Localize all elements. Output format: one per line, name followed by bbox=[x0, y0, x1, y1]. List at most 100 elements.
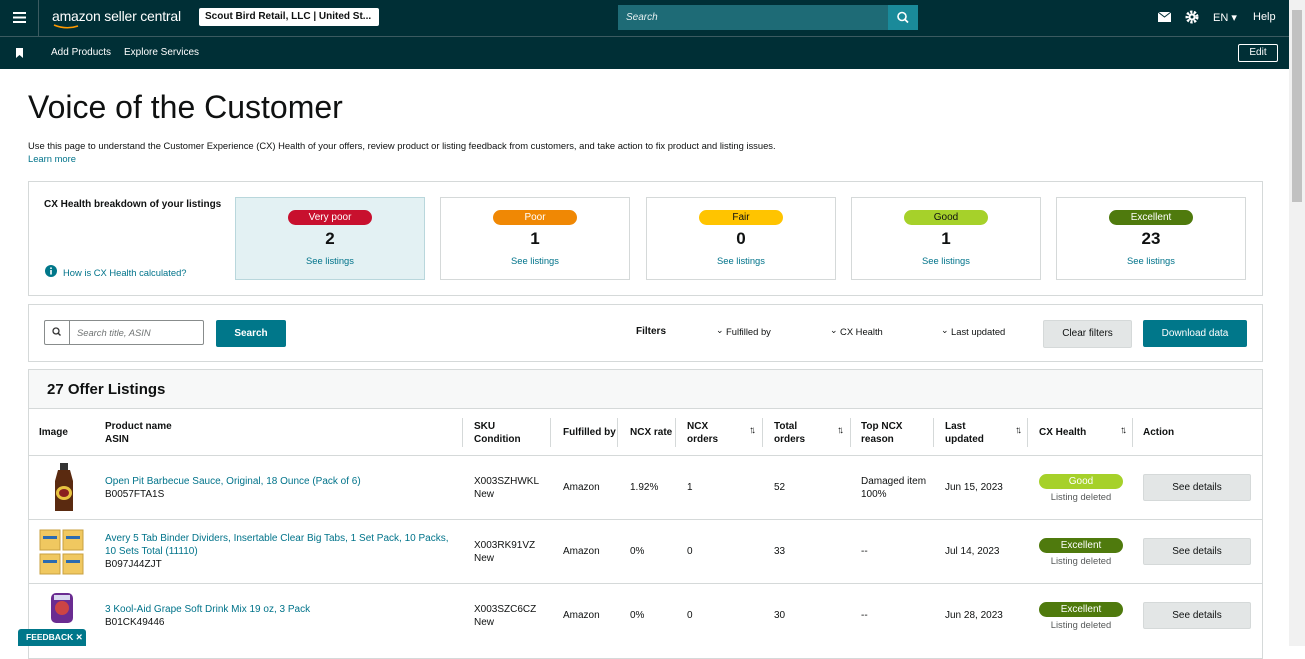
logo[interactable]: amazon seller central bbox=[52, 8, 181, 24]
total-orders-cell: 33 bbox=[774, 520, 785, 583]
cx-card[interactable]: Very poor 2 See listings bbox=[235, 197, 425, 280]
fulfilled-by: Amazon bbox=[563, 610, 600, 621]
see-details[interactable]: See details bbox=[1143, 474, 1251, 501]
header-text: CX Health bbox=[1039, 427, 1087, 438]
nav-item[interactable]: Add Products bbox=[51, 47, 112, 58]
health-pill: Excellent bbox=[1039, 602, 1123, 617]
sku: X003SZC6CZ bbox=[474, 603, 537, 615]
see-details[interactable]: See details bbox=[1143, 602, 1251, 629]
search-button[interactable] bbox=[888, 5, 918, 30]
sort-icon[interactable]: ↑↓ bbox=[837, 425, 844, 436]
cx-count: 1 bbox=[941, 229, 951, 248]
total-orders: 30 bbox=[774, 610, 786, 621]
see-listings[interactable]: See listings bbox=[306, 255, 354, 266]
condition: New bbox=[474, 616, 495, 628]
cx-card[interactable]: Good 1 See listings bbox=[851, 197, 1041, 280]
fulfilled-cell: Amazon bbox=[563, 520, 600, 583]
column-separator bbox=[550, 418, 551, 447]
filter-dropdown[interactable]: ⌄ Last updated bbox=[941, 325, 1006, 337]
see-details[interactable]: See details bbox=[1143, 538, 1251, 565]
sku-cell: X003RK91VZ New bbox=[474, 520, 535, 583]
menu-icon[interactable] bbox=[13, 12, 26, 23]
search-placeholder: Search title, ASIN bbox=[77, 327, 151, 338]
header-text: Total bbox=[774, 420, 798, 432]
clear-filters[interactable]: Clear filters bbox=[1043, 320, 1132, 348]
settings-icon[interactable] bbox=[1185, 10, 1199, 24]
feedback-tab[interactable]: FEEDBACK ✕ bbox=[18, 629, 86, 646]
cx-card[interactable]: Poor 1 See listings bbox=[440, 197, 630, 280]
bookmark-icon[interactable] bbox=[16, 48, 24, 58]
top-bar: amazon seller central Scout Bird Retail,… bbox=[0, 0, 1289, 36]
reason: -- bbox=[861, 610, 868, 621]
see-listings[interactable]: See listings bbox=[922, 255, 970, 266]
product-cell: Open Pit Barbecue Sauce, Original, 18 Ou… bbox=[105, 456, 450, 519]
condition: New bbox=[474, 552, 495, 564]
filter-dropdown[interactable]: ⌄ CX Health bbox=[830, 325, 883, 337]
ncx-rate: 1.92% bbox=[630, 482, 659, 493]
total-orders: 52 bbox=[774, 482, 786, 493]
header-text: NCX rate bbox=[630, 427, 673, 438]
product-link[interactable]: 3 Kool-Aid Grape Soft Drink Mix 19 oz, 3… bbox=[105, 603, 311, 615]
last-updated: Jun 28, 2023 bbox=[945, 610, 1003, 621]
dropdown-label: Last updated bbox=[951, 326, 1006, 337]
search-input[interactable]: Search bbox=[618, 5, 888, 30]
cx-pill: Fair bbox=[699, 210, 783, 225]
nav-item[interactable]: Explore Services bbox=[124, 47, 200, 58]
see-listings[interactable]: See listings bbox=[1127, 255, 1175, 266]
header-text: Product name bbox=[105, 420, 172, 432]
feedback-label: FEEDBACK bbox=[26, 632, 74, 642]
edit-button[interactable]: Edit bbox=[1238, 44, 1278, 62]
sort-icon[interactable]: ↑↓ bbox=[1015, 425, 1022, 436]
filter-panel: Search title, ASIN Search Filters ⌄ Fulf… bbox=[28, 304, 1263, 362]
product-link[interactable]: Avery 5 Tab Binder Dividers, Insertable … bbox=[105, 533, 449, 557]
fulfilled-cell: Amazon bbox=[563, 456, 600, 519]
column-header: Total orders bbox=[774, 410, 805, 455]
table-row: Avery 5 Tab Binder Dividers, Insertable … bbox=[29, 520, 1262, 583]
sort-icon[interactable]: ↑↓ bbox=[1120, 425, 1127, 436]
mail-icon[interactable] bbox=[1158, 12, 1171, 22]
header-text: updated bbox=[945, 433, 984, 445]
column-header: SKU Condition bbox=[474, 410, 521, 455]
column-separator bbox=[1132, 418, 1133, 447]
total-orders-cell: 52 bbox=[774, 456, 785, 519]
header-text: orders bbox=[774, 433, 806, 445]
ncx-orders: 0 bbox=[687, 546, 693, 557]
filter-search[interactable]: Search title, ASIN bbox=[44, 320, 204, 345]
asin: B0057FTA1S bbox=[105, 488, 165, 500]
download-button[interactable]: Download data bbox=[1143, 320, 1247, 347]
language[interactable]: EN ▾ bbox=[1213, 12, 1237, 24]
health-cell: Excellent Listing deleted bbox=[1039, 584, 1123, 647]
header-text: Last bbox=[945, 420, 966, 432]
learn-more[interactable]: Learn more bbox=[28, 153, 76, 164]
cx-heading: CX Health breakdown of your listings bbox=[44, 199, 222, 210]
see-listings[interactable]: See listings bbox=[511, 255, 559, 266]
column-header: Top NCX reason bbox=[861, 410, 902, 455]
reason: 100% bbox=[861, 488, 887, 500]
cx-help-link[interactable]: How is CX Health calculated? bbox=[63, 267, 187, 278]
store-selector[interactable]: Scout Bird Retail, LLC | United St... bbox=[199, 8, 379, 26]
health-cell: Excellent Listing deleted bbox=[1039, 520, 1123, 583]
scrollbar[interactable] bbox=[1289, 0, 1305, 646]
page-title: Voice of the Customer bbox=[28, 89, 343, 125]
product-image bbox=[39, 528, 85, 581]
see-listings[interactable]: See listings bbox=[717, 255, 765, 266]
help[interactable]: Help bbox=[1253, 11, 1276, 23]
listing-status: Listing deleted bbox=[1050, 555, 1112, 566]
ncx-orders: 1 bbox=[687, 482, 693, 493]
table-row: 3 Kool-Aid Grape Soft Drink Mix 19 oz, 3… bbox=[29, 584, 1262, 647]
product-cell: Avery 5 Tab Binder Dividers, Insertable … bbox=[105, 520, 450, 583]
product-image bbox=[49, 591, 75, 630]
search-button[interactable]: Search bbox=[216, 320, 286, 347]
fulfilled-by: Amazon bbox=[563, 482, 600, 493]
cx-card[interactable]: Fair 0 See listings bbox=[646, 197, 836, 280]
filter-dropdown[interactable]: ⌄ Fulfilled by bbox=[716, 325, 771, 337]
total-orders-cell: 30 bbox=[774, 584, 785, 647]
cx-count: 1 bbox=[530, 229, 540, 248]
sort-icon[interactable]: ↑↓ bbox=[749, 425, 756, 436]
product-link[interactable]: Open Pit Barbecue Sauce, Original, 18 Ou… bbox=[105, 475, 361, 487]
column-separator bbox=[617, 418, 618, 447]
cx-card[interactable]: Excellent 23 See listings bbox=[1056, 197, 1246, 280]
ncx-orders-cell: 0 bbox=[687, 520, 693, 583]
dropdown-label: CX Health bbox=[840, 326, 883, 337]
